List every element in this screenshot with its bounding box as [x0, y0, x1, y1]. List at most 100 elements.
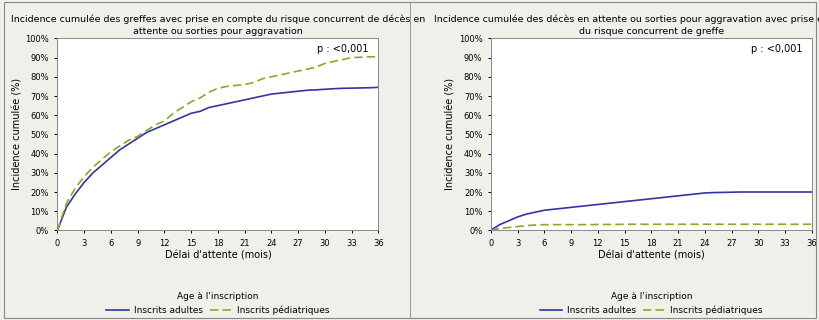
Inscrits adultes: [266, 92, 276, 96]
Inscrits pédiatriques: [364, 55, 374, 59]
Line: Inscrits pédiatriques: Inscrits pédiatriques: [491, 224, 811, 230]
Inscrits pédiatriques: [628, 222, 638, 226]
Line: Inscrits adultes: Inscrits adultes: [57, 87, 378, 230]
Inscrits adultes: [346, 86, 356, 90]
Inscrits pédiatriques: [726, 222, 735, 226]
Inscrits pédiatriques: [151, 123, 161, 127]
Inscrits pédiatriques: [762, 222, 771, 226]
Inscrits adultes: [97, 163, 106, 167]
Inscrits pédiatriques: [61, 202, 71, 205]
Inscrits adultes: [106, 156, 115, 159]
Inscrits adultes: [88, 171, 97, 175]
Inscrits adultes: [548, 207, 558, 211]
Inscrits pédiatriques: [601, 222, 611, 226]
Inscrits adultes: [779, 190, 789, 194]
Inscrits adultes: [788, 190, 798, 194]
Line: Inscrits adultes: Inscrits adultes: [491, 192, 811, 230]
Inscrits pédiatriques: [124, 138, 133, 142]
Inscrits pédiatriques: [115, 144, 124, 148]
Inscrits pédiatriques: [592, 222, 602, 226]
Inscrits pédiatriques: [79, 175, 89, 179]
Inscrits adultes: [592, 203, 602, 206]
Inscrits adultes: [494, 223, 504, 227]
Inscrits adultes: [681, 193, 691, 197]
Legend: Inscrits adultes, Inscrits pédiatriques: Inscrits adultes, Inscrits pédiatriques: [536, 289, 766, 319]
Inscrits pédiatriques: [735, 222, 744, 226]
Title: Incidence cumulée des décès en attente ou sorties pour aggravation avec prise en: Incidence cumulée des décès en attente o…: [434, 15, 819, 36]
Inscrits pédiatriques: [645, 222, 655, 226]
Inscrits adultes: [797, 190, 807, 194]
Inscrits adultes: [717, 190, 726, 194]
Inscrits adultes: [293, 89, 303, 93]
Inscrits adultes: [195, 109, 205, 113]
Inscrits pédiatriques: [557, 223, 567, 227]
Inscrits pédiatriques: [195, 96, 205, 100]
Inscrits adultes: [301, 88, 311, 92]
Inscrits adultes: [699, 191, 709, 195]
Inscrits pédiatriques: [672, 222, 682, 226]
Inscrits adultes: [486, 228, 495, 232]
Inscrits adultes: [744, 190, 753, 194]
X-axis label: Délai d'attente (mois): Délai d'attente (mois): [165, 251, 271, 260]
Inscrits adultes: [583, 204, 593, 207]
Inscrits pédiatriques: [708, 222, 717, 226]
Inscrits pédiatriques: [753, 222, 762, 226]
Inscrits pédiatriques: [503, 226, 513, 229]
Inscrits pédiatriques: [521, 224, 531, 228]
Inscrits pédiatriques: [690, 222, 700, 226]
Inscrits pédiatriques: [512, 225, 522, 228]
Inscrits pédiatriques: [328, 60, 338, 63]
Line: Inscrits pédiatriques: Inscrits pédiatriques: [57, 57, 378, 230]
X-axis label: Délai d'attente (mois): Délai d'attente (mois): [597, 251, 704, 260]
Inscrits pédiatriques: [337, 58, 347, 61]
Inscrits adultes: [574, 204, 584, 208]
Text: p : <0,001: p : <0,001: [317, 44, 369, 54]
Inscrits pédiatriques: [654, 222, 664, 226]
Inscrits pédiatriques: [275, 73, 285, 77]
Inscrits adultes: [762, 190, 771, 194]
Inscrits pédiatriques: [88, 165, 97, 169]
Inscrits pédiatriques: [222, 84, 232, 88]
Y-axis label: Incidence cumulée (%): Incidence cumulée (%): [446, 78, 455, 190]
Inscrits pédiatriques: [257, 77, 267, 81]
Inscrits adultes: [275, 91, 285, 95]
Inscrits pédiatriques: [97, 157, 106, 161]
Inscrits pédiatriques: [530, 223, 540, 227]
Inscrits adultes: [601, 202, 611, 205]
Inscrits pédiatriques: [373, 55, 382, 59]
Inscrits pédiatriques: [248, 81, 258, 84]
Inscrits adultes: [222, 102, 232, 106]
Inscrits adultes: [177, 115, 187, 119]
Inscrits pédiatriques: [284, 71, 294, 75]
Inscrits adultes: [503, 219, 513, 223]
Inscrits adultes: [771, 190, 781, 194]
Inscrits adultes: [364, 86, 374, 90]
Inscrits pédiatriques: [744, 222, 753, 226]
Inscrits adultes: [708, 191, 717, 195]
Inscrits adultes: [142, 131, 152, 134]
Inscrits pédiatriques: [346, 56, 356, 60]
Inscrits adultes: [753, 190, 762, 194]
Inscrits pédiatriques: [699, 222, 709, 226]
Inscrits pédiatriques: [636, 222, 646, 226]
Inscrits adultes: [806, 190, 816, 194]
Inscrits pédiatriques: [133, 134, 143, 138]
Inscrits adultes: [151, 127, 161, 131]
Inscrits pédiatriques: [168, 111, 178, 115]
Inscrits adultes: [610, 201, 620, 204]
Inscrits pédiatriques: [797, 222, 807, 226]
Inscrits pédiatriques: [186, 100, 196, 104]
Inscrits adultes: [70, 192, 80, 196]
Inscrits adultes: [735, 190, 744, 194]
Inscrits adultes: [248, 96, 258, 100]
Inscrits pédiatriques: [583, 223, 593, 227]
Inscrits adultes: [557, 206, 567, 210]
Inscrits adultes: [328, 87, 338, 91]
Inscrits pédiatriques: [70, 186, 80, 190]
Inscrits adultes: [539, 208, 549, 212]
Inscrits pédiatriques: [319, 61, 329, 65]
Inscrits adultes: [61, 205, 71, 209]
Inscrits pédiatriques: [771, 222, 781, 226]
Inscrits pédiatriques: [52, 228, 62, 232]
Inscrits adultes: [726, 190, 735, 194]
